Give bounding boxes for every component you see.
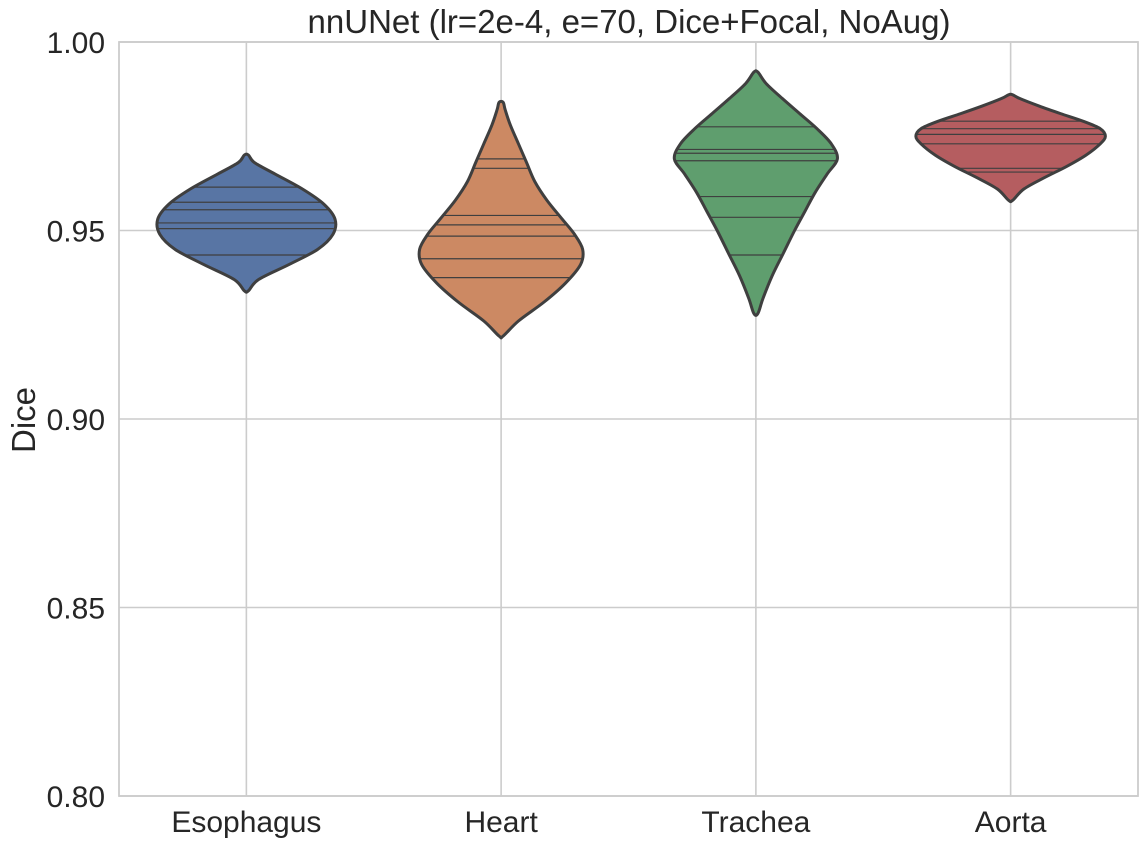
y-tick-label: 0.85: [47, 593, 105, 626]
violin-trachea: [672, 69, 839, 317]
x-tick-label: Trachea: [701, 806, 810, 839]
plot-frame: [118, 41, 1139, 797]
y-tick-label: 1.00: [47, 27, 105, 60]
chart-title: nnUNet (lr=2e-4, e=70, Dice+Focal, NoAug…: [308, 3, 951, 40]
x-tick-label: Esophagus: [171, 806, 321, 839]
x-tick-label: Heart: [464, 806, 538, 839]
y-tick-label: 0.95: [47, 216, 105, 249]
violin-heart: [417, 99, 585, 340]
y-axis-label: Dice: [5, 387, 42, 453]
y-tick-label: 0.90: [47, 404, 105, 437]
violin-aorta: [914, 92, 1107, 204]
violins: [155, 69, 1107, 340]
x-tick-label: Aorta: [975, 806, 1047, 839]
axes: 0.80 0.85 0.90 0.95 1.00 Esophagus Heart Trache…: [47, 27, 1139, 839]
y-tick-label: 0.80: [47, 781, 105, 814]
